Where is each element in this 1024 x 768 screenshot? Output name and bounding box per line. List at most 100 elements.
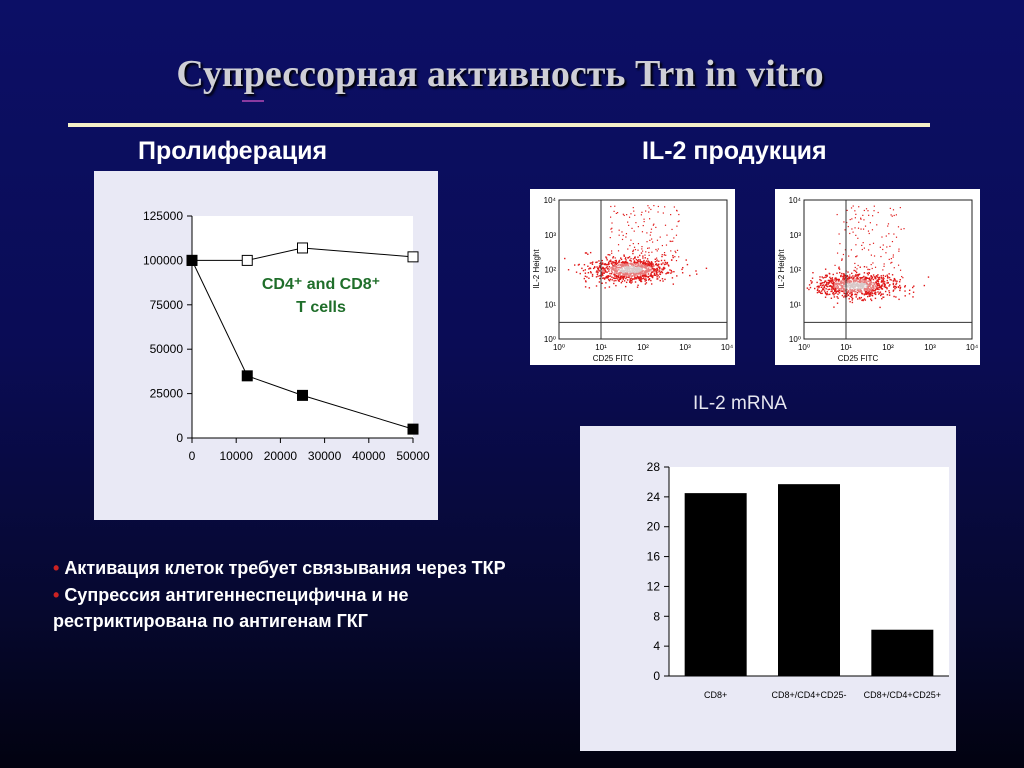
facs-dot [609,272,611,275]
facs-dot [642,278,644,280]
facs-dot [608,286,611,288]
facs-dot [874,288,877,291]
facs-dot [824,274,827,277]
y-tick-label: 10⁴ [544,196,557,205]
facs-dot [840,287,842,289]
facs-dot [868,271,870,274]
facs-dot [851,292,853,294]
facs-dot [613,262,615,264]
facs-dot [652,275,654,277]
facs-dot [650,268,653,270]
facs-dot [664,261,667,264]
facs-dot [891,261,893,264]
facs-dot [882,276,884,279]
facs-dot [633,246,636,248]
facs-dot [839,271,841,274]
facs-dot [632,243,634,245]
facs-dot [854,262,856,265]
facs-dot [838,268,841,270]
facs-dot [842,275,845,277]
facs-dot [591,273,594,276]
facs-dot [851,297,854,300]
facs-dot [619,278,622,280]
facs-dot [642,261,645,263]
facs-dot [629,244,631,247]
facs-dot [662,280,664,282]
facs-dot [625,270,627,273]
facs-dot [605,257,608,259]
facs-dot [873,286,875,289]
facs-dot [630,271,632,273]
facs-dot [598,281,601,283]
facs-dot [862,299,864,301]
facs-dot [878,288,880,291]
facs-dot [651,265,653,268]
facs-dot [612,268,614,271]
facs-dot [623,214,625,217]
facs-dot [857,285,859,288]
facs-dot [833,306,835,308]
facs-dot [806,287,809,289]
facs-dot [653,205,655,207]
facs-dot [645,282,648,284]
facs-dot [610,259,612,261]
facs-dot [849,276,851,278]
facs-dot [883,284,885,286]
facs-dot [850,292,852,294]
facs-dot [604,270,607,272]
facs-dot [640,252,643,254]
facs-dot [824,284,827,286]
facs-dot [665,272,667,275]
facs-dot [638,277,641,280]
facs-dot [597,271,599,274]
facs-dot [630,213,632,215]
facs-dot [898,281,901,283]
facs-dot [866,272,869,274]
facs-dot [886,279,888,282]
facs-dot [842,273,845,275]
facs-dot [623,261,625,263]
facs-dot [869,293,871,295]
facs-dot [635,272,637,274]
facs-dot [631,262,633,265]
facs-dot [846,282,848,285]
facs-dot [848,277,850,279]
facs-dot [894,285,897,288]
facs-dot [861,293,864,295]
facs-dot [678,213,680,216]
facs-dot [838,267,840,269]
facs-dot [847,271,849,273]
facs-dot [860,278,862,280]
facs-dot [889,284,891,286]
facs-dot [624,285,627,288]
facs-dot [838,289,841,292]
facs-dot [857,264,859,267]
facs-dot [843,287,845,290]
facs-dot [849,287,851,290]
facs-dot [872,285,875,287]
category-label: CD8+/CD4+CD25+ [864,690,941,700]
facs-dot [670,269,673,272]
facs-dot [674,250,676,252]
facs-dot [634,281,637,283]
facs-dot [875,291,877,294]
facs-dot [864,283,866,285]
facs-dot [645,279,647,282]
facs-dot [621,275,623,277]
facs-dot [625,263,627,265]
facs-dot [623,271,625,274]
facs-dot [843,274,845,276]
facs-dot [842,253,845,256]
facs-dot [633,260,636,262]
filled-square-marker [407,423,419,435]
facs-dot [883,281,886,283]
facs-dot [588,277,590,279]
facs-dot [880,276,883,279]
facs-dot [626,274,629,276]
facs-dot [870,283,872,286]
facs-dot [863,283,865,285]
facs-dot [656,264,658,267]
facs-dot [645,263,647,265]
facs-dot [849,232,851,235]
